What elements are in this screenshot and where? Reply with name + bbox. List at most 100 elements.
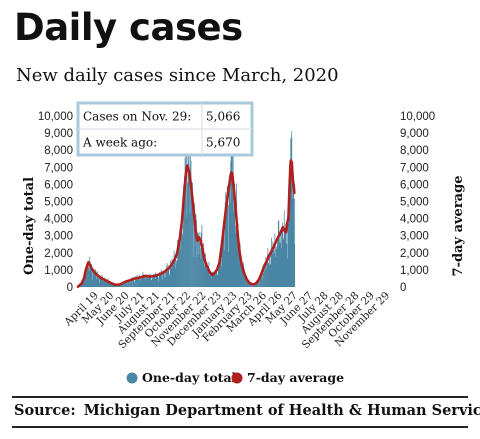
bar [185,167,186,287]
bar [126,281,128,287]
bar [186,217,187,287]
bar [270,255,272,287]
legend-swatch-bars [126,372,138,384]
bar [274,233,276,287]
bar [135,275,137,287]
bar [234,184,236,287]
bar [272,241,274,287]
bar [146,275,148,287]
bar [209,274,211,287]
bar [270,264,271,287]
bar [206,269,207,287]
bar [197,232,199,287]
bar [249,283,251,287]
bar [260,273,261,287]
bar [182,225,184,287]
bar [154,278,156,287]
bar [119,284,121,287]
bar [90,264,92,287]
bar [286,243,288,287]
bar [183,202,185,287]
bar [224,202,226,287]
bar [84,275,86,287]
bar [91,271,93,287]
bar [282,227,284,287]
bar [175,262,177,287]
bar [219,256,221,287]
y-tick-right: 7,000 [400,162,429,174]
bar [89,261,91,287]
y-tick-left: 5,000 [44,197,73,209]
bar [277,245,279,287]
bar [229,202,231,287]
y-axis-label-right: 7-day average [451,176,466,277]
bar [247,280,249,287]
bar [265,256,267,287]
bar [259,283,260,287]
bar [177,239,178,287]
bar [111,283,113,287]
bar [190,160,192,287]
bar [228,175,230,287]
bar [281,222,283,287]
bar [104,281,106,287]
bar [102,281,104,287]
bar [201,224,203,287]
bar [198,233,199,287]
bar [143,277,145,287]
y-tick-right: 9,000 [400,128,429,140]
bar [203,243,204,287]
bar [136,278,138,287]
bar [135,277,136,287]
bar [292,198,294,287]
bar [290,138,292,287]
bar [85,267,87,287]
bar [276,238,278,287]
bar [271,249,273,287]
bar [162,270,164,287]
bar [218,262,220,287]
bar [81,283,83,287]
bar [137,275,138,287]
bar [129,282,130,287]
bar [102,275,104,287]
footer-rule-top [12,396,468,398]
bar [217,274,219,287]
bar [139,279,141,287]
bar [100,275,102,287]
bar [288,222,290,287]
bar [120,284,121,287]
bar [87,263,89,287]
bar [181,233,183,287]
bar [286,258,288,287]
bar [285,225,287,287]
bar [179,243,180,287]
y-tick-left: 6,000 [44,179,73,191]
callout-value: 5,066 [206,110,240,124]
bar [223,229,225,287]
bar [278,220,280,287]
bar [225,192,227,287]
bar [248,282,249,287]
bar [258,279,259,287]
bar [199,241,200,287]
bar [129,279,131,287]
bar [137,279,139,287]
bar [103,279,105,287]
bar [170,268,172,287]
y-tick-left: 7,000 [44,162,73,174]
bar [233,212,235,287]
bar [130,279,131,287]
bar [110,283,111,287]
bar [89,256,91,287]
bar [231,180,233,287]
bar [196,257,198,287]
bar [191,183,192,287]
bar [83,275,85,287]
bar [125,281,127,287]
bar [252,285,253,287]
bar [110,284,112,287]
bar [82,281,84,287]
bar [123,283,124,287]
bar [176,260,178,287]
